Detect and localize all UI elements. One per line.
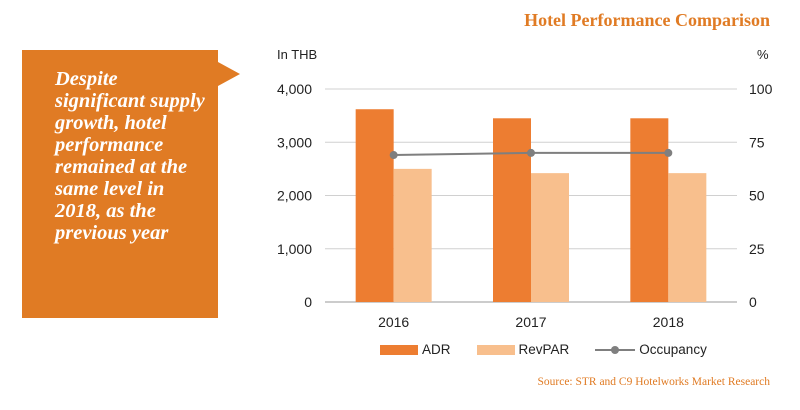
x-tick-label: 2018 xyxy=(653,314,684,330)
y-tick-right: 0 xyxy=(749,294,757,310)
legend-item-adr: ADR xyxy=(380,342,451,357)
legend-label-revpar: RevPAR xyxy=(518,342,570,357)
callout-box: Despite significant supply growth, hotel… xyxy=(0,0,260,330)
chart-title: Hotel Performance Comparison xyxy=(524,10,770,30)
y-tick-right: 100 xyxy=(749,81,773,97)
bar-revpar xyxy=(531,173,569,302)
bar-adr xyxy=(355,109,394,302)
y-tick-left: 4,000 xyxy=(277,81,312,97)
callout-shape xyxy=(22,50,240,318)
left-axis-unit: In THB xyxy=(277,47,318,62)
legend-swatch-occupancy xyxy=(595,345,636,355)
bar-adr xyxy=(493,118,531,302)
legend-label-adr: ADR xyxy=(422,342,451,357)
callout-text: Despite significant supply growth, hotel… xyxy=(55,68,205,244)
x-tick-label: 2017 xyxy=(515,314,546,330)
occupancy-point xyxy=(389,151,398,160)
y-tick-right: 25 xyxy=(749,241,765,257)
bar-revpar xyxy=(668,173,707,302)
occupancy-point xyxy=(664,148,673,157)
y-tick-left: 0 xyxy=(304,294,312,310)
x-tick-label: 2016 xyxy=(378,314,409,330)
y-tick-right: 75 xyxy=(749,134,765,150)
legend-swatch-adr xyxy=(380,344,418,355)
y-tick-right: 50 xyxy=(749,188,765,204)
legend-swatch-revpar xyxy=(476,344,515,355)
bar-adr xyxy=(630,118,669,302)
legend-label-occupancy: Occupancy xyxy=(639,342,707,357)
y-tick-left: 1,000 xyxy=(277,241,312,257)
y-tick-left: 3,000 xyxy=(277,134,312,150)
legend: ADR RevPAR Occupancy xyxy=(380,342,733,357)
bar-revpar xyxy=(393,168,432,302)
y-tick-left: 2,000 xyxy=(277,188,312,204)
source-note: Source: STR and C9 Hotelworks Market Res… xyxy=(537,376,770,388)
legend-item-revpar: RevPAR xyxy=(476,342,570,357)
legend-item-occupancy: Occupancy xyxy=(595,342,707,357)
right-axis-unit: % xyxy=(757,47,769,62)
occupancy-point xyxy=(527,148,535,157)
